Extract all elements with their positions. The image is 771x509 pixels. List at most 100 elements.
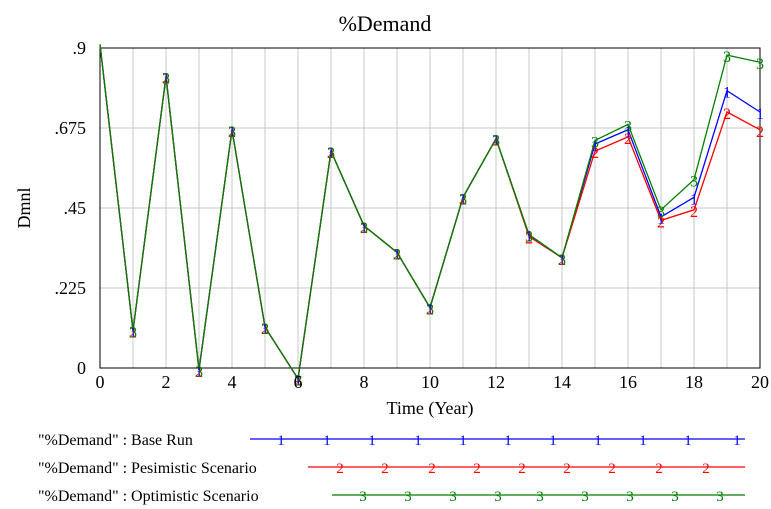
- series-marker-1: 1: [492, 133, 500, 150]
- series-marker-1: 1: [624, 124, 632, 141]
- series-marker-1: 1: [195, 364, 203, 381]
- x-tick-label: 18: [685, 372, 703, 392]
- legend-marker-2: 2: [473, 461, 481, 477]
- legend-marker-1: 1: [594, 433, 602, 449]
- series-marker-1: 1: [591, 138, 599, 155]
- x-tick-label: 12: [487, 372, 505, 392]
- series-marker-3: 3: [723, 49, 731, 66]
- legend-marker-2: 2: [336, 461, 344, 477]
- legend-marker-1: 1: [459, 433, 467, 449]
- legend-marker-3: 3: [626, 489, 634, 505]
- series-marker-2: 2: [624, 131, 632, 148]
- series-marker-2: 2: [723, 106, 731, 123]
- series-marker-3: 3: [426, 302, 434, 319]
- legend-marker-1: 1: [277, 433, 285, 449]
- series-marker-2: 2: [459, 191, 467, 208]
- x-tick-label: 6: [294, 372, 303, 392]
- series-marker-1: 1: [558, 252, 566, 269]
- y-tick-label: .45: [64, 198, 87, 218]
- series-marker-3: 3: [624, 118, 632, 135]
- series-marker-1: 1: [261, 321, 269, 338]
- x-tick-label: 14: [553, 372, 571, 392]
- series-marker-2: 2: [228, 124, 236, 141]
- legend-marker-3: 3: [581, 489, 589, 505]
- legend-marker-3: 3: [716, 489, 724, 505]
- legend-marker-3: 3: [404, 489, 412, 505]
- legend-marker-2: 2: [702, 461, 710, 477]
- series-marker-1: 1: [294, 373, 302, 390]
- series-marker-3: 3: [162, 70, 170, 87]
- legend-marker-1: 1: [684, 433, 692, 449]
- series-marker-3: 3: [228, 124, 236, 141]
- y-tick-labels: 0 .225 .45 .675 .9: [55, 38, 87, 378]
- series-marker-2: 2: [492, 133, 500, 150]
- series-marker-3: 3: [393, 246, 401, 263]
- legend-marker-1: 1: [549, 433, 557, 449]
- series-marker-3: 3: [492, 133, 500, 150]
- series-marker-3: 3: [195, 364, 203, 381]
- legend-label-2: "%Demand" : Pesimistic Scenario: [38, 460, 257, 477]
- series-marker-3: 3: [360, 220, 368, 237]
- series-marker-2: 2: [162, 70, 170, 87]
- series-marker-2: 2: [195, 364, 203, 381]
- series-marker-2: 2: [558, 252, 566, 269]
- series-marker-1: 1: [756, 106, 764, 123]
- x-tick-label: 4: [228, 372, 237, 392]
- x-axis-label: Time (Year): [386, 398, 473, 419]
- legend-marker-3: 3: [359, 489, 367, 505]
- series-marker-3: 3: [459, 191, 467, 208]
- legend-marker-3: 3: [494, 489, 502, 505]
- legend-marker-1: 1: [323, 433, 331, 449]
- series-marker-2: 2: [393, 246, 401, 263]
- legend-label-3: "%Demand" : Optimistic Scenario: [38, 488, 259, 505]
- series-marker-2: 2: [294, 373, 302, 390]
- series-marker-3: 3: [558, 252, 566, 269]
- series-marker-1: 1: [129, 325, 137, 342]
- legend-marker-1: 1: [639, 433, 647, 449]
- series-line-3: [99, 44, 761, 381]
- series-marker-3: 3: [294, 373, 302, 390]
- series-marker-2: 2: [261, 321, 269, 338]
- series-marker-2: 2: [360, 220, 368, 237]
- plot-frame: [99, 47, 761, 369]
- series-marker-1: 1: [525, 229, 533, 246]
- x-tick-label: 10: [421, 372, 439, 392]
- series-marker-3: 3: [129, 325, 137, 342]
- legend-marker-2: 2: [608, 461, 616, 477]
- series-marker-2: 2: [129, 325, 137, 342]
- x-tick-label: 0: [96, 372, 105, 392]
- series-marker-1: 1: [426, 302, 434, 319]
- series-marker-2: 2: [690, 204, 698, 221]
- legend-marker-3: 3: [671, 489, 679, 505]
- series-marker-1: 1: [459, 191, 467, 208]
- series-marker-1: 1: [228, 124, 236, 141]
- series-marker-2: 2: [525, 230, 533, 247]
- legend-marker-2: 2: [428, 461, 436, 477]
- series-marker-1: 1: [690, 191, 698, 208]
- series-marker-3: 3: [261, 321, 269, 338]
- series-marker-1: 1: [393, 246, 401, 263]
- x-tick-label: 20: [751, 372, 769, 392]
- series-marker-2: 2: [327, 145, 335, 162]
- legend-marker-3: 3: [536, 489, 544, 505]
- legend-marker-1: 1: [414, 433, 422, 449]
- series-marker-3: 3: [591, 134, 599, 151]
- y-tick-label: .9: [73, 38, 87, 58]
- series-marker-2: 2: [426, 302, 434, 319]
- series-marker-3: 3: [525, 229, 533, 246]
- series-marker-1: 1: [327, 145, 335, 162]
- chart-title: %Demand: [339, 11, 432, 36]
- y-tick-label: .675: [55, 118, 87, 138]
- legend-marker-2: 2: [518, 461, 526, 477]
- legend-marker-1: 1: [504, 433, 512, 449]
- legend-marker-2: 2: [655, 461, 663, 477]
- series-marker-3: 3: [756, 56, 764, 73]
- x-tick-labels: 0 2 4 6 8 10 12 14 16 18 20: [96, 372, 770, 392]
- series-marker-3: 3: [657, 204, 665, 221]
- series-marker-1: 1: [360, 220, 368, 237]
- series-marker-1: 1: [723, 85, 731, 102]
- x-tick-label: 16: [619, 372, 637, 392]
- legend: "%Demand" : Base Run 1 1 1 1 1 1 1 1 1 1 1 "%Demand"…: [38, 432, 745, 505]
- series-marker-2: 2: [591, 145, 599, 162]
